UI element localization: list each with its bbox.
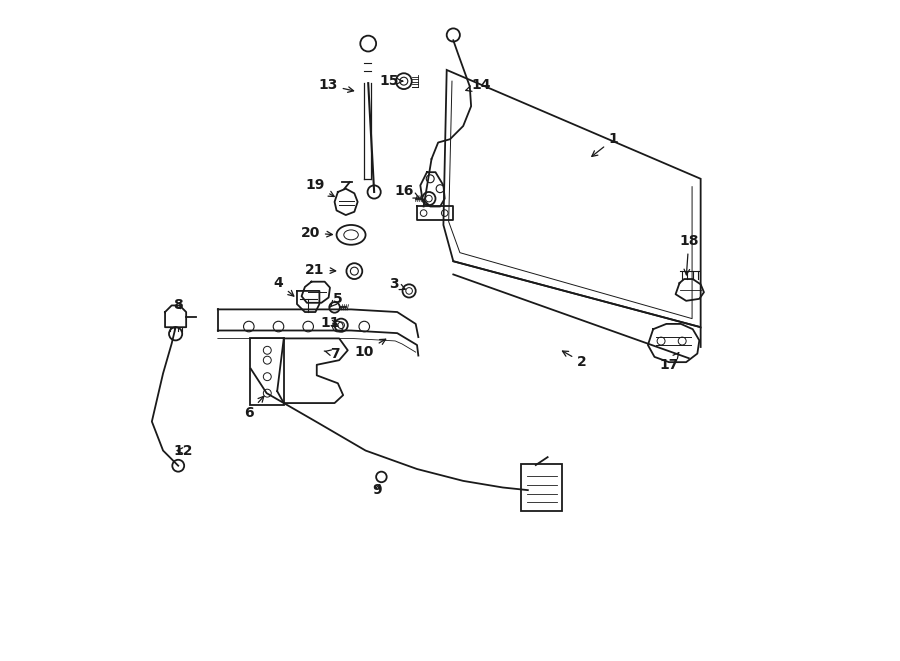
Text: 12: 12 [173,444,193,457]
Text: 18: 18 [679,235,698,275]
Text: 17: 17 [660,352,679,371]
Text: 5: 5 [330,292,343,307]
Text: 8: 8 [174,298,183,313]
Text: 13: 13 [319,78,354,93]
Text: 9: 9 [373,483,382,497]
Text: 7: 7 [324,346,339,361]
Text: 3: 3 [389,278,405,292]
Text: 15: 15 [380,74,402,88]
Text: 11: 11 [320,315,339,330]
Text: 1: 1 [592,132,618,157]
Text: 20: 20 [301,226,332,240]
Text: 19: 19 [305,178,334,196]
Text: 2: 2 [562,351,587,369]
Text: 16: 16 [394,184,419,198]
Text: 10: 10 [355,339,386,359]
Text: 6: 6 [244,396,264,420]
Text: 14: 14 [466,78,491,92]
Text: 4: 4 [274,276,293,296]
Text: 21: 21 [305,263,336,277]
